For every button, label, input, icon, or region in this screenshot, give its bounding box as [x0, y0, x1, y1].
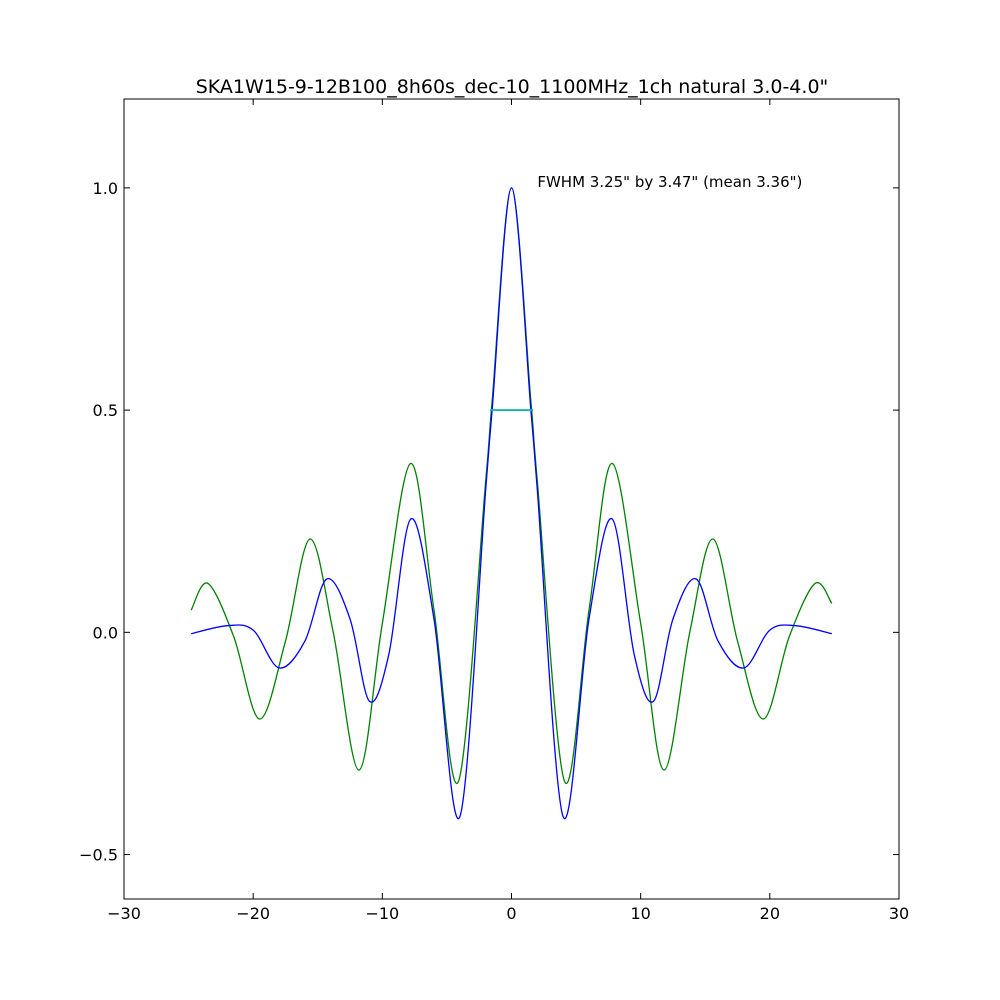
series-layer [190, 187, 833, 820]
x-tick-label: 30 [889, 904, 909, 923]
series-profile-blue [191, 187, 832, 820]
plot-frame [123, 98, 900, 900]
y-tick-label: 1.0 [93, 179, 118, 198]
x-tick-label: 20 [760, 904, 780, 923]
x-tick-label: −30 [107, 904, 141, 923]
y-tick-label: 0.0 [93, 623, 118, 642]
tick-layer: −30 −20 −10 0 10 20 30 −0.5 0.0 0.5 1.0 [79, 99, 909, 923]
x-tick-label: −20 [236, 904, 270, 923]
fwhm-annotation: FWHM 3.25" by 3.47" (mean 3.36") [537, 173, 802, 191]
y-tick-label: −0.5 [79, 846, 118, 865]
chart-title: SKA1W15-9-12B100_8h60s_dec-10_1100MHz_1c… [196, 76, 829, 98]
x-tick-label: 0 [506, 904, 516, 923]
x-tick-label: 10 [630, 904, 650, 923]
x-tick-label: −10 [365, 904, 399, 923]
y-tick-label: 0.5 [93, 401, 118, 420]
